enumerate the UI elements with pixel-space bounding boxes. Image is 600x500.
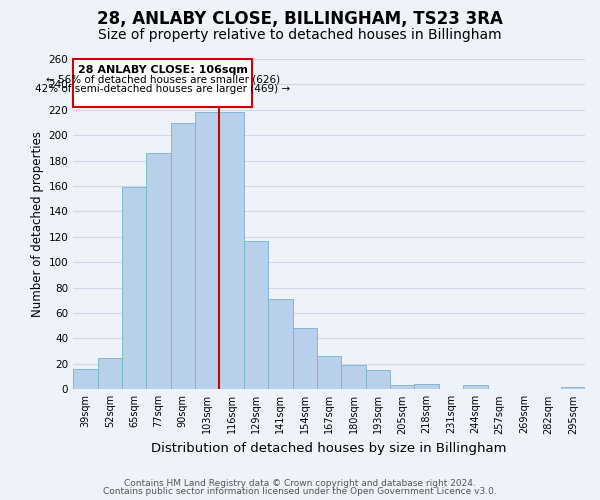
Text: 28, ANLABY CLOSE, BILLINGHAM, TS23 3RA: 28, ANLABY CLOSE, BILLINGHAM, TS23 3RA [97, 10, 503, 28]
Bar [365, 370, 390, 390]
Bar [98, 358, 122, 390]
Bar [122, 188, 146, 390]
Bar [73, 369, 98, 390]
Bar [293, 328, 317, 390]
Bar [220, 112, 244, 390]
Bar [390, 386, 415, 390]
Bar [341, 365, 365, 390]
Y-axis label: Number of detached properties: Number of detached properties [31, 131, 44, 317]
Bar [268, 299, 293, 390]
Bar [195, 112, 220, 390]
Text: Contains public sector information licensed under the Open Government Licence v3: Contains public sector information licen… [103, 487, 497, 496]
Text: Contains HM Land Registry data © Crown copyright and database right 2024.: Contains HM Land Registry data © Crown c… [124, 478, 476, 488]
X-axis label: Distribution of detached houses by size in Billingham: Distribution of detached houses by size … [151, 442, 507, 455]
Bar [560, 387, 585, 390]
Bar [73, 59, 253, 108]
Bar [146, 153, 170, 390]
Bar [463, 386, 488, 390]
Text: Size of property relative to detached houses in Billingham: Size of property relative to detached ho… [98, 28, 502, 42]
Bar [244, 240, 268, 390]
Text: 28 ANLABY CLOSE: 106sqm: 28 ANLABY CLOSE: 106sqm [78, 66, 248, 76]
Text: 42% of semi-detached houses are larger (469) →: 42% of semi-detached houses are larger (… [35, 84, 290, 94]
Bar [317, 356, 341, 390]
Text: ← 56% of detached houses are smaller (626): ← 56% of detached houses are smaller (62… [46, 74, 280, 84]
Bar [415, 384, 439, 390]
Bar [170, 122, 195, 390]
